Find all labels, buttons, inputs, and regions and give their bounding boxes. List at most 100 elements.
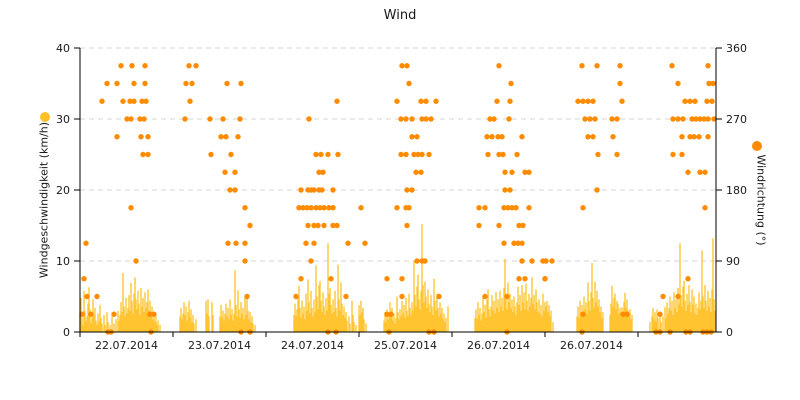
left-tick-label: 10 (56, 255, 70, 268)
wind-speed-bar (657, 317, 659, 332)
wind-speed-bar (386, 309, 388, 332)
wind-speed-bar (703, 307, 705, 332)
wind-speed-bar (505, 299, 507, 332)
wind-direction-point (501, 240, 507, 246)
wind-speed-bar (353, 322, 355, 332)
wind-speed-bar (629, 309, 631, 332)
wind-speed-bar (623, 302, 625, 332)
wind-direction-point (590, 134, 596, 140)
wind-speed-bar (613, 297, 615, 332)
wind-speed-bar (576, 316, 578, 332)
wind-speed-bar (498, 312, 500, 332)
wind-direction-point (321, 222, 327, 229)
wind-direction-point (522, 169, 528, 175)
wind-speed-bar (674, 307, 676, 332)
wind-direction-point (710, 80, 716, 87)
wind-direction-point (617, 80, 623, 87)
wind-speed-bar (503, 287, 505, 332)
wind-speed-bar (111, 316, 113, 332)
wind-direction-point (696, 134, 702, 140)
left-tick-label: 0 (63, 326, 70, 339)
wind-direction-point (300, 205, 306, 211)
wind-speed-bar (222, 310, 224, 332)
wind-speed-bar (400, 316, 402, 332)
wind-speed-bar (527, 310, 529, 332)
wind-direction-point (227, 187, 233, 193)
wind-direction-point (500, 151, 506, 158)
wind-speed-bar (496, 307, 498, 332)
wind-speed-bar (207, 299, 209, 332)
wind-speed-bar (714, 310, 716, 332)
wind-speed-bar (335, 307, 337, 332)
wind-direction-point (411, 151, 417, 158)
x-date-label: 24.07.2014 (281, 339, 344, 352)
wind-direction-point (519, 240, 525, 246)
wind-speed-bar (524, 309, 526, 332)
wind-direction-point (207, 116, 213, 122)
wind-speed-bars (79, 224, 716, 332)
wind-speed-bar (155, 316, 157, 332)
wind-speed-bar (431, 306, 433, 332)
wind-speed-bar (232, 320, 234, 332)
wind-speed-bar (542, 293, 544, 332)
wind-speed-bar (585, 302, 587, 332)
wind-speed-bar (113, 323, 115, 332)
wind-speed-bar (702, 296, 704, 332)
wind-speed-bar (707, 290, 709, 332)
wind-speed-bar (502, 310, 504, 332)
wind-speed-bar (434, 300, 436, 332)
wind-speed-bar (383, 320, 385, 332)
wind-direction-point (697, 169, 703, 175)
wind-direction-point (235, 134, 241, 140)
wind-speed-bar (131, 300, 133, 332)
wind-direction-point (326, 205, 332, 211)
wind-speed-bar (343, 306, 345, 332)
wind-speed-bar (649, 322, 651, 332)
wind-speed-bar (341, 303, 343, 332)
wind-direction-point (223, 134, 229, 140)
wind-speed-bar (447, 306, 449, 332)
wind-speed-bar (154, 322, 156, 332)
wind-direction-point (330, 187, 336, 193)
wind-speed-bar (682, 286, 684, 332)
wind-speed-bar (107, 322, 109, 332)
wind-direction-point (137, 116, 143, 122)
wind-direction-point (687, 134, 693, 140)
wind-direction-point (507, 187, 513, 193)
wind-direction-point (208, 151, 214, 158)
wind-speed-bar (129, 310, 131, 332)
wind-speed-bar (300, 317, 302, 332)
wind-speed-bar (432, 314, 434, 332)
wind-direction-point (617, 63, 623, 69)
gridlines (80, 47, 716, 262)
wind-speed-bar (94, 307, 96, 332)
wind-speed-bar (670, 310, 672, 332)
wind-speed-bar (85, 321, 87, 332)
wind-direction-point (705, 63, 711, 69)
wind-speed-bar (298, 285, 300, 332)
wind-speed-bar (494, 313, 496, 332)
wind-direction-point (84, 293, 90, 300)
wind-speed-bar (433, 278, 435, 332)
wind-speed-bar (238, 309, 240, 332)
wind-speed-bar (664, 307, 666, 332)
wind-speed-bar (442, 319, 444, 332)
wind-direction-point (423, 116, 429, 122)
wind-speed-bar (125, 297, 127, 332)
wind-speed-bar (414, 295, 416, 332)
wind-direction-point (151, 311, 157, 317)
wind-direction-point (296, 205, 302, 211)
wind-direction-point (706, 80, 712, 87)
wind-direction-point (183, 80, 189, 87)
wind-speed-bar (517, 286, 519, 332)
wind-speed-bar (522, 302, 524, 332)
wind-speed-bar (137, 290, 139, 332)
wind-direction-point (436, 293, 442, 300)
wind-direction-point (142, 80, 148, 87)
wind-speed-bar (480, 320, 482, 332)
wind-direction-point (404, 63, 410, 69)
wind-speed-bar (538, 299, 540, 332)
wind-speed-bar (127, 307, 129, 332)
wind-speed-bar (619, 307, 621, 332)
